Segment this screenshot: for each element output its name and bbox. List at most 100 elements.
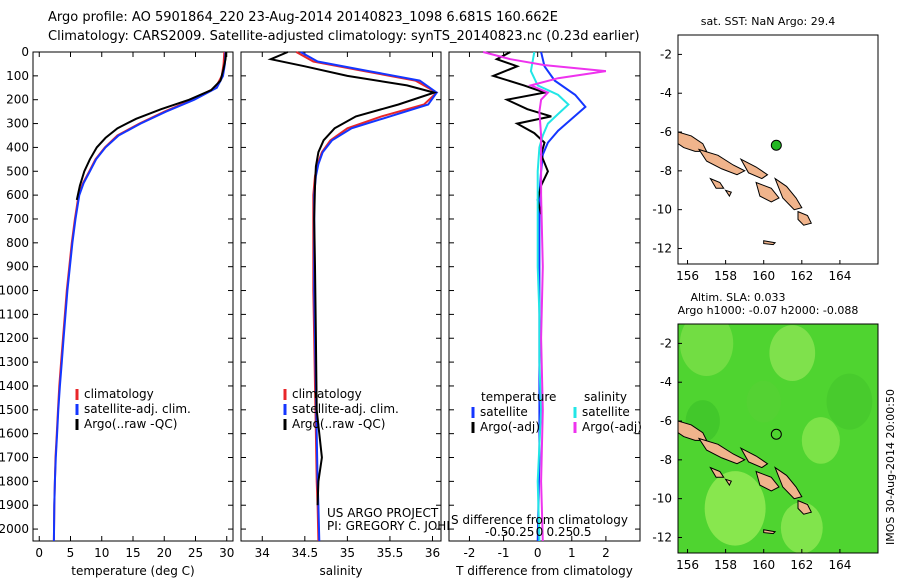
legend-label: satellite-adj. clim.	[84, 402, 191, 416]
series-line-salinity-argo-adj-	[482, 51, 607, 542]
x-tick-label: 30	[219, 546, 234, 560]
sla-map-title-1: Altim. SLA: 0.033	[690, 291, 785, 304]
map-x-tick-label: 156	[676, 558, 699, 572]
map-y-tick-label: -2	[660, 47, 672, 61]
island	[755, 181, 780, 203]
x-tick-label: 2	[602, 546, 610, 560]
x-tick-label: -1	[498, 546, 510, 560]
top-xlabel: S difference from climatology	[451, 513, 628, 527]
legend-label: Argo(-adj)	[480, 420, 540, 434]
island	[709, 177, 725, 189]
series-line-argo-raw-qc-	[75, 51, 228, 201]
legend-header: salinity	[584, 390, 627, 404]
y-tick-label: 100	[6, 69, 29, 83]
legend-label: satellite	[582, 405, 630, 419]
map-y-tick-label: -10	[652, 203, 672, 217]
map-x-tick-label: 164	[828, 558, 851, 572]
series-line-argo-raw-qc-	[267, 51, 438, 506]
x-tick-label: 20	[157, 546, 172, 560]
map-x-tick-label: 160	[752, 558, 775, 572]
series-line-satellite-adj-clim-	[300, 51, 439, 542]
map-y-tick-label: -4	[660, 86, 672, 100]
map-x-tick-label: 164	[828, 269, 851, 283]
x-tick-label: 35.5	[377, 546, 404, 560]
sla-patch	[679, 324, 734, 377]
map-y-tick-label: -12	[652, 530, 672, 544]
x-tick-label: -2	[463, 546, 475, 560]
x-tick-label: 0	[35, 546, 43, 560]
island	[797, 499, 813, 515]
y-tick-label: 200	[6, 93, 29, 107]
y-tick-label: 1200	[0, 331, 29, 345]
island	[709, 466, 725, 478]
island	[739, 446, 769, 469]
y-tick-label: 1000	[0, 284, 29, 298]
legend-label: Argo(..raw -QC)	[292, 417, 385, 431]
x-tick-label: 15	[125, 546, 140, 560]
y-tick-label: 900	[6, 260, 29, 274]
x-tick-label: 25	[188, 546, 203, 560]
island	[755, 470, 780, 492]
y-tick-label: 0	[21, 45, 29, 59]
legend-header: temperature	[481, 390, 556, 404]
map-y-tick-label: -8	[660, 164, 672, 178]
series-line-satellite-adj-clim-	[52, 51, 227, 542]
sst-map-title: sat. SST: NaN Argo: 29.4	[701, 15, 835, 28]
top-x-tick-label: 0.5	[572, 525, 591, 539]
temperature-frame	[32, 51, 234, 542]
argo-float-marker	[770, 428, 782, 440]
y-tick-label: 1600	[0, 427, 29, 441]
sla-patch	[769, 325, 816, 382]
island	[774, 177, 803, 211]
island	[763, 240, 777, 246]
x-tick-label: 34.5	[291, 546, 318, 560]
sst-map-content	[678, 131, 813, 246]
island	[697, 437, 746, 465]
series-line-salinity-satellite	[529, 51, 570, 542]
x-tick-label: 1	[568, 546, 576, 560]
legend-label: satellite	[480, 405, 528, 419]
y-tick-label: 1400	[0, 379, 29, 393]
temperature-xlabel: temperature (deg C)	[71, 564, 194, 578]
map-y-tick-label: -10	[652, 492, 672, 506]
map-x-tick-label: 158	[714, 558, 737, 572]
header-line1: Argo profile: AO 5901864_220 23-Aug-2014…	[48, 10, 558, 25]
y-tick-label: 1300	[0, 355, 29, 369]
y-tick-label: 500	[6, 164, 29, 178]
legend-label: Argo(..raw -QC)	[84, 417, 177, 431]
map-x-tick-label: 156	[676, 269, 699, 283]
y-tick-label: 2000	[0, 522, 29, 536]
island	[774, 466, 803, 500]
difference-frame	[448, 51, 641, 542]
island	[678, 131, 708, 152]
y-tick-label: 600	[6, 188, 29, 202]
sla-map-content	[678, 324, 878, 553]
argo-float-marker	[770, 139, 782, 151]
y-tick-label: 400	[6, 140, 29, 154]
y-tick-label: 1800	[0, 474, 29, 488]
sla-patch	[746, 380, 781, 423]
side-label: IMOS 30-Aug-2014 20:00:50	[884, 389, 897, 545]
map-x-tick-label: 162	[790, 269, 813, 283]
y-tick-label: 1500	[0, 403, 29, 417]
annotation-pi: PI: GREGORY C. JOHNSON	[327, 519, 481, 533]
y-tick-label: 700	[6, 212, 29, 226]
island	[739, 157, 769, 180]
top-x-tick-label: -0.5	[485, 525, 508, 539]
series-line-temperature-argo-adj-	[490, 51, 552, 215]
map-y-tick-label: -8	[660, 453, 672, 467]
island	[797, 210, 813, 226]
sla-patch	[801, 417, 840, 464]
top-x-tick-label: -0.25	[503, 525, 534, 539]
sst-map-frame	[677, 34, 879, 265]
map-y-tick-label: -12	[652, 241, 672, 255]
island	[724, 189, 732, 198]
x-tick-label: 35	[340, 546, 355, 560]
island	[697, 148, 746, 176]
salinity-xlabel: salinity	[319, 564, 362, 578]
sla-patch	[704, 471, 766, 546]
x-tick-label: 0	[534, 546, 542, 560]
header-line2: Climatology: CARS2009. Satellite-adjuste…	[48, 29, 640, 44]
map-x-tick-label: 160	[752, 269, 775, 283]
